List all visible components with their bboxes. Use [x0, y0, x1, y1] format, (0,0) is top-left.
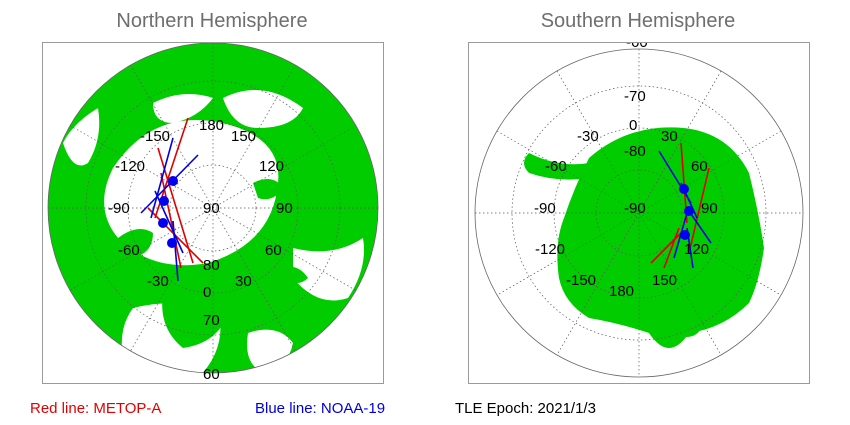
antarctic-peninsula — [524, 153, 589, 180]
lon-label-neg120: -120 — [115, 158, 145, 175]
europe-sea — [247, 329, 293, 373]
lon-label-neg90: -90 — [534, 200, 556, 217]
lon-label-neg120: -120 — [535, 241, 565, 258]
lat-label-neg80: -80 — [624, 143, 646, 160]
satellite-marker[interactable] — [168, 176, 178, 186]
satellite-marker[interactable] — [158, 218, 168, 228]
lon-label-neg60: -60 — [545, 158, 567, 175]
noaa-19-legend: Blue line: NOAA-19 — [255, 400, 386, 417]
lon-label-30: 30 — [661, 128, 678, 145]
lon-label-90: 90 — [276, 200, 293, 217]
lat-label-neg90: -90 — [624, 200, 646, 217]
metop-a-track — [157, 147, 194, 264]
satellite-marker[interactable] — [679, 184, 689, 194]
ross-ice-shelf — [679, 309, 704, 337]
north-meridians — [48, 43, 378, 373]
bering-sea — [223, 90, 303, 128]
lon-label-30: 30 — [235, 273, 252, 290]
south-meridians — [475, 49, 803, 377]
lon-label-neg60: -60 — [118, 242, 140, 259]
greenland — [162, 267, 232, 348]
arctic-ocean — [104, 120, 279, 266]
lon-label-neg150: -150 — [566, 272, 596, 289]
northern-map-svg: 180 150 120 90 60 30 0 -30 -60 -90 -120 … — [47, 43, 379, 383]
satellite-marker[interactable] — [159, 196, 169, 206]
pacific-ocean — [63, 108, 100, 166]
lon-label-90: 90 — [701, 200, 718, 217]
lon-label-180: 180 — [199, 117, 224, 134]
lat-label-neg70: -70 — [624, 88, 646, 105]
lat-label-neg60: -60 — [626, 43, 648, 51]
franz-josef-land — [233, 266, 253, 278]
lon-label-120: 120 — [259, 158, 284, 175]
lon-label-60: 60 — [691, 158, 708, 175]
canadian-islands — [117, 229, 153, 258]
metop-a-track — [663, 227, 680, 269]
lon-label-neg90: -90 — [108, 200, 130, 217]
metop-a-legend: Red line: METOP-A — [30, 400, 162, 417]
noaa-19-track — [150, 137, 174, 219]
antarctica — [557, 127, 764, 348]
lon-label-150: 150 — [652, 272, 677, 289]
northern-hemisphere-title: Northern Hemisphere — [116, 10, 308, 32]
lon-label-60: 60 — [265, 242, 282, 259]
lon-label-150: 150 — [231, 128, 256, 145]
tle-epoch-label: TLE Epoch: 2021/1/3 — [455, 400, 596, 417]
lon-label-180: 180 — [609, 283, 634, 300]
metop-a-track — [688, 167, 710, 254]
lat-label-90: 90 — [203, 200, 220, 217]
lon-label-120: 120 — [684, 241, 709, 258]
south-satellite-markers — [679, 184, 694, 240]
eurasia-sea — [293, 238, 364, 301]
satellite-marker[interactable] — [167, 238, 177, 248]
lon-label-neg30: -30 — [147, 273, 169, 290]
lon-label-neg30: -30 — [577, 128, 599, 145]
siberian-islands — [253, 179, 283, 200]
northern-hemisphere-map[interactable]: 180 150 120 90 60 30 0 -30 -60 -90 -120 … — [42, 42, 384, 384]
lon-label-0: 0 — [629, 117, 637, 134]
lat-label-80: 80 — [203, 257, 220, 274]
southern-hemisphere-map[interactable]: 180 150 120 90 60 30 0 -30 -60 -90 -120 … — [468, 42, 810, 384]
lon-label-0: 0 — [203, 284, 211, 301]
lat-label-70: 70 — [203, 312, 220, 329]
southern-hemisphere-title: Southern Hemisphere — [540, 10, 736, 32]
noaa-19-track — [688, 210, 712, 244]
satellite-marker[interactable] — [680, 230, 690, 240]
gulf-sea — [153, 94, 213, 123]
southern-map-svg: 180 150 120 90 60 30 0 -30 -60 -90 -120 … — [474, 43, 804, 378]
lat-label-60: 60 — [203, 366, 220, 383]
lon-label-neg150: -150 — [140, 128, 170, 145]
north-satellite-markers — [158, 176, 178, 248]
svalbard — [283, 266, 308, 283]
north-boundary — [47, 43, 379, 374]
satellite-marker[interactable] — [684, 206, 694, 216]
